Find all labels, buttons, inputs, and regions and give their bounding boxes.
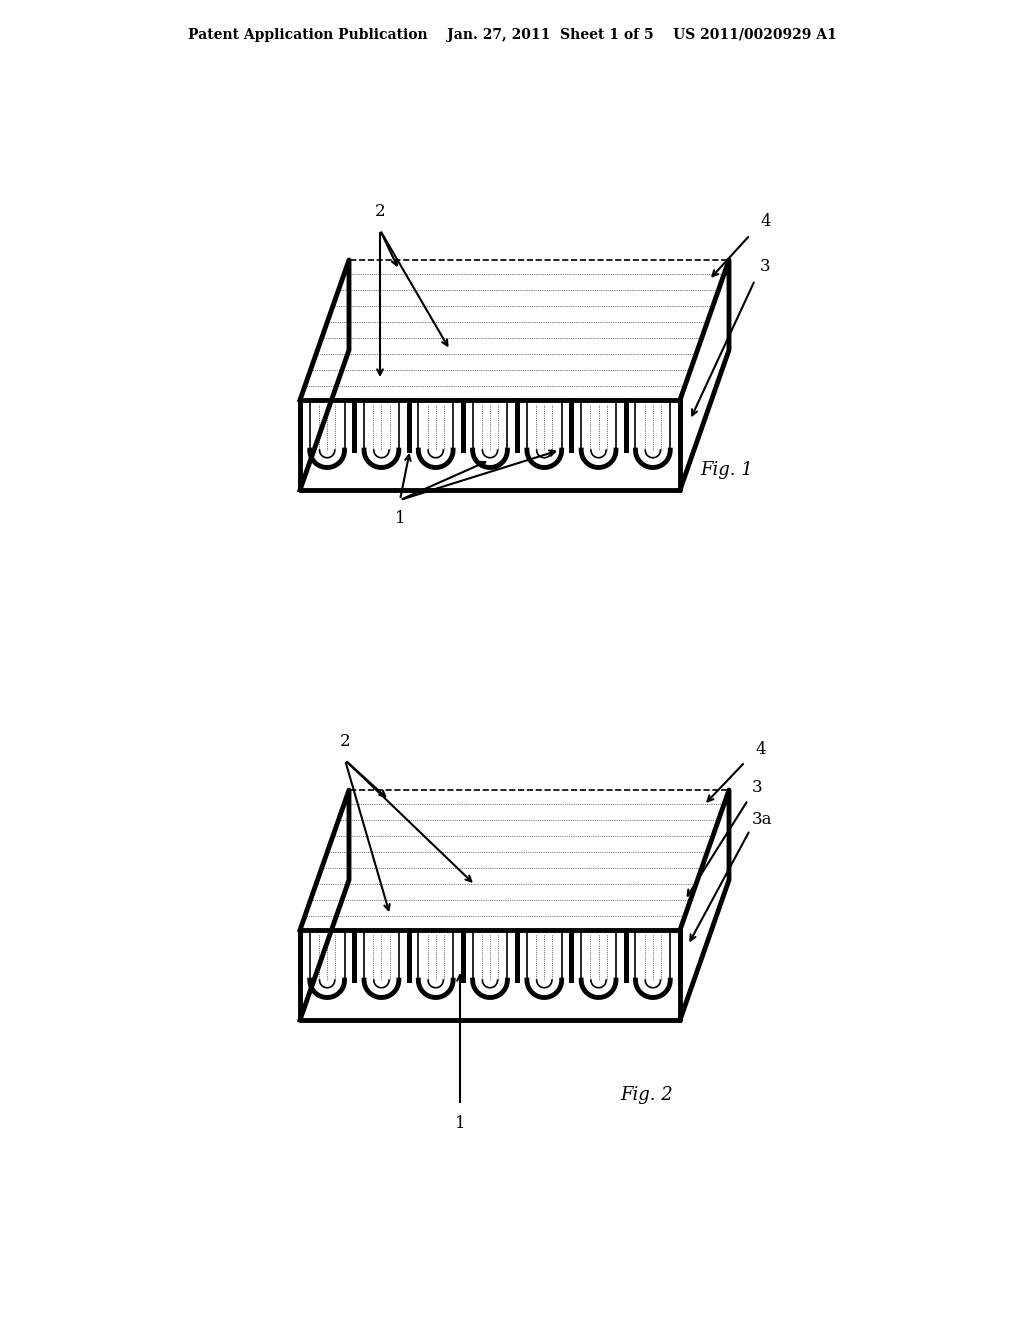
Text: 2: 2 (375, 203, 385, 220)
Text: 1: 1 (455, 1115, 465, 1133)
Text: Fig. 2: Fig. 2 (620, 1086, 673, 1104)
Text: 1: 1 (394, 510, 406, 527)
Text: 3a: 3a (752, 810, 772, 828)
Text: 4: 4 (755, 741, 766, 758)
Text: 4: 4 (760, 213, 771, 230)
Text: Fig. 1: Fig. 1 (700, 461, 753, 479)
Text: Patent Application Publication    Jan. 27, 2011  Sheet 1 of 5    US 2011/0020929: Patent Application Publication Jan. 27, … (187, 28, 837, 42)
Text: 3: 3 (760, 257, 771, 275)
Text: 2: 2 (340, 733, 350, 750)
Text: 3: 3 (752, 779, 763, 796)
